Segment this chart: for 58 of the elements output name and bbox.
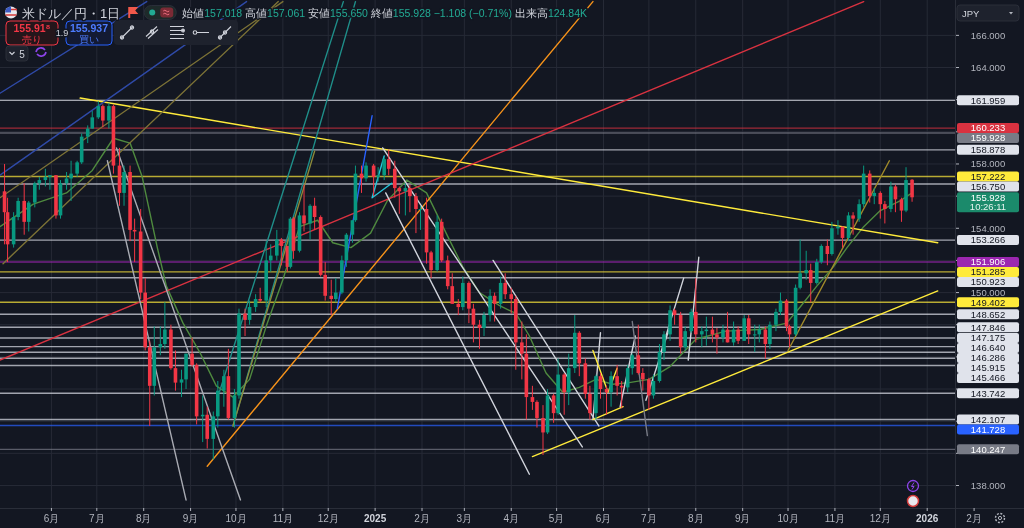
x-tick-label: 9月 xyxy=(734,513,751,524)
x-tick-label: 9月 xyxy=(182,513,199,524)
x-tick-label: 2月 xyxy=(414,513,430,524)
x-tick-label: 8月 xyxy=(687,513,704,524)
annotation: 買い xyxy=(79,33,99,45)
annotation: 5 xyxy=(19,48,26,60)
x-tick-label: 11月 xyxy=(824,513,846,524)
ref-line-label: 145.915 xyxy=(970,362,1006,374)
ref-line-label: 146.640 xyxy=(970,342,1006,354)
x-tick-label: 2025 xyxy=(363,513,387,524)
x-tick-label: 10月 xyxy=(225,513,247,524)
y-tick-label: 166.000 xyxy=(970,29,1006,41)
annotation: 10:26:11 xyxy=(969,200,1007,212)
ref-line-label: 156.750 xyxy=(970,180,1006,192)
annotation: JPY xyxy=(962,8,981,19)
y-tick-label: 154.000 xyxy=(970,222,1006,234)
x-tick-label: 11月 xyxy=(272,513,294,524)
annotation: 155.928 xyxy=(970,191,1006,203)
ref-line-label: 147.846 xyxy=(970,321,1006,333)
x-tick-label: 4月 xyxy=(503,513,520,524)
x-tick-label: 2026 xyxy=(916,513,939,524)
ref-line-label: 151.906 xyxy=(970,256,1006,268)
x-tick-label: 10月 xyxy=(777,513,799,524)
ref-line-label: 140.247 xyxy=(970,443,1006,455)
ref-line-label: 157.222 xyxy=(970,170,1006,182)
y-tick-label: 158.000 xyxy=(970,158,1006,170)
x-tick-label: 6月 xyxy=(43,513,60,524)
ref-line-label: 145.466 xyxy=(970,372,1006,384)
ref-line-label: 151.285 xyxy=(970,266,1006,278)
x-tick-label: 7月 xyxy=(89,513,105,524)
ref-line-label: 159.928 xyxy=(970,132,1006,144)
ref-line-label: 158.878 xyxy=(970,144,1006,156)
ref-line-label: 160.233 xyxy=(970,122,1006,134)
chart-title: 米ドル／円・1日 xyxy=(22,5,121,21)
annotation: 155.937 xyxy=(70,22,109,34)
x-tick-label: 3月 xyxy=(456,513,473,524)
annotation: 155.91⁸ xyxy=(13,22,51,34)
x-tick-label: 7月 xyxy=(641,513,657,524)
y-tick-label: 138.000 xyxy=(970,479,1006,491)
ref-line-label: 153.266 xyxy=(970,234,1006,246)
y-tick-label: 150.000 xyxy=(970,287,1006,299)
ref-line-label: 146.286 xyxy=(970,352,1006,364)
x-tick-label: 12月 xyxy=(869,513,891,524)
x-tick-label: 8月 xyxy=(135,513,152,524)
ref-line-label: 148.652 xyxy=(970,308,1006,320)
y-tick-label: 164.000 xyxy=(970,62,1006,74)
x-tick-label: 12月 xyxy=(317,513,339,524)
ref-line-label: 161.959 xyxy=(970,94,1006,106)
ref-line-label: 143.742 xyxy=(970,387,1006,399)
ref-line-label: 150.923 xyxy=(970,276,1006,288)
ref-line-label: 147.175 xyxy=(970,332,1006,344)
x-tick-label: 5月 xyxy=(548,513,565,524)
x-tick-label: 2月 xyxy=(966,513,982,524)
annotation: 売り xyxy=(22,33,42,45)
ref-line-label: 142.107 xyxy=(970,413,1006,425)
x-tick-label: 6月 xyxy=(595,513,612,524)
ref-line-label: 141.728 xyxy=(970,423,1006,435)
ref-line-label: 149.402 xyxy=(970,296,1006,308)
